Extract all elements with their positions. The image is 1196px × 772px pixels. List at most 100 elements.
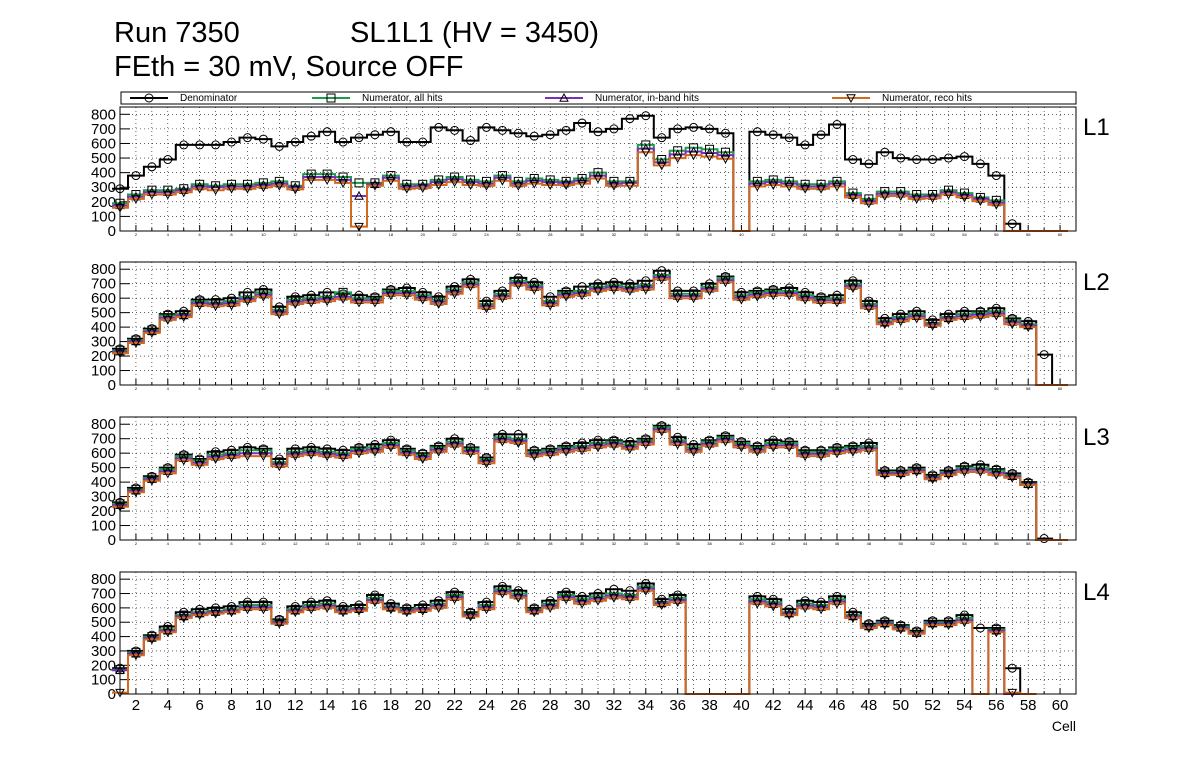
x-tick-label: 44 — [803, 386, 808, 391]
data-point — [529, 131, 539, 141]
data-point — [370, 594, 380, 604]
x-tick-label: 10 — [261, 232, 266, 237]
y-tick-label: 0 — [108, 223, 116, 240]
data-point — [848, 444, 858, 454]
data-point — [290, 182, 301, 191]
data-point — [242, 605, 253, 615]
data-point — [657, 155, 667, 165]
x-tick-label: 2 — [135, 541, 138, 546]
y-tick-label: 600 — [91, 290, 116, 307]
data-point — [386, 602, 396, 612]
data-point — [1039, 534, 1049, 544]
data-point — [338, 295, 348, 304]
data-point — [895, 317, 906, 327]
data-point — [991, 628, 1002, 638]
x-tick-label: 32 — [606, 697, 623, 714]
data-point — [800, 604, 810, 613]
x-tick-label: 20 — [414, 697, 431, 714]
data-point — [433, 444, 444, 454]
data-point — [354, 298, 364, 308]
data-point — [656, 275, 667, 285]
data-point — [449, 442, 460, 451]
data-point — [1007, 474, 1018, 483]
data-point — [991, 467, 1002, 477]
y-tick-label: 800 — [91, 261, 116, 278]
data-point — [147, 329, 157, 338]
data-point — [943, 468, 954, 478]
data-point — [864, 304, 874, 314]
data-point — [338, 137, 348, 147]
data-point — [402, 137, 412, 147]
y-tick-label: 700 — [91, 121, 116, 138]
x-tick-label: 30 — [580, 386, 585, 391]
x-tick-label: 32 — [612, 386, 617, 391]
data-point — [338, 608, 348, 618]
x-tick-label: 22 — [452, 386, 457, 391]
data-point — [401, 184, 412, 194]
data-point — [131, 485, 141, 495]
data-point — [720, 155, 731, 164]
x-tick-label: 22 — [446, 697, 463, 714]
legend-label: Numerator, all hits — [362, 93, 443, 104]
data-point — [720, 128, 730, 138]
data-point — [640, 282, 651, 292]
data-point — [895, 468, 906, 478]
y-tick-label: 0 — [108, 686, 116, 703]
x-tick-label: 52 — [930, 541, 935, 546]
data-point — [975, 197, 986, 207]
data-point — [704, 283, 715, 293]
x-tick-label: 48 — [867, 232, 872, 237]
y-tick-label: 600 — [91, 600, 116, 617]
x-tick-label: 20 — [421, 541, 426, 546]
x-tick-label: 12 — [293, 541, 298, 546]
data-point — [927, 618, 938, 628]
data-point — [449, 592, 460, 601]
data-point — [306, 176, 317, 185]
data-point — [975, 623, 985, 633]
y-tick-label: 100 — [91, 363, 116, 380]
data-point — [497, 434, 508, 444]
data-point — [625, 287, 635, 296]
data-point — [895, 192, 906, 202]
data-point — [928, 155, 938, 165]
data-point — [672, 294, 683, 304]
x-tick-label: 8 — [230, 232, 233, 237]
y-tick-label: 300 — [91, 179, 116, 196]
x-tick-label: 18 — [389, 386, 394, 391]
x-tick-label: 42 — [771, 541, 776, 546]
data-point — [401, 450, 412, 460]
x-tick-label: 60 — [1058, 386, 1063, 391]
data-point — [911, 195, 922, 204]
data-point — [784, 133, 794, 143]
layer-label: L4 — [1083, 579, 1110, 606]
data-point — [959, 152, 969, 162]
data-point — [927, 321, 938, 331]
data-point — [609, 282, 619, 292]
data-point — [545, 301, 556, 311]
data-point — [768, 130, 778, 140]
data-point — [147, 632, 157, 642]
data-point — [609, 590, 619, 600]
data-point — [210, 607, 221, 616]
run-title: Run 7350 — [114, 17, 240, 49]
y-tick-label: 400 — [91, 165, 116, 182]
data-point — [800, 181, 810, 191]
data-point — [736, 292, 747, 302]
data-point — [927, 621, 938, 631]
x-tick-label: 14 — [325, 386, 330, 391]
data-point — [258, 293, 269, 302]
data-point — [768, 602, 779, 612]
x-tick-label: 60 — [1058, 232, 1063, 237]
data-point — [386, 171, 396, 181]
data-point — [752, 444, 763, 454]
data-point — [784, 288, 795, 297]
data-point — [752, 293, 763, 302]
data-point — [178, 310, 189, 320]
x-tick-label: 12 — [287, 697, 304, 714]
data-point — [609, 182, 619, 191]
data-point — [194, 298, 205, 307]
settings-title: FEth = 30 mV, Source OFF — [114, 51, 464, 83]
data-point — [401, 288, 412, 297]
x-tick-label: 26 — [516, 386, 521, 391]
data-point — [640, 586, 651, 596]
